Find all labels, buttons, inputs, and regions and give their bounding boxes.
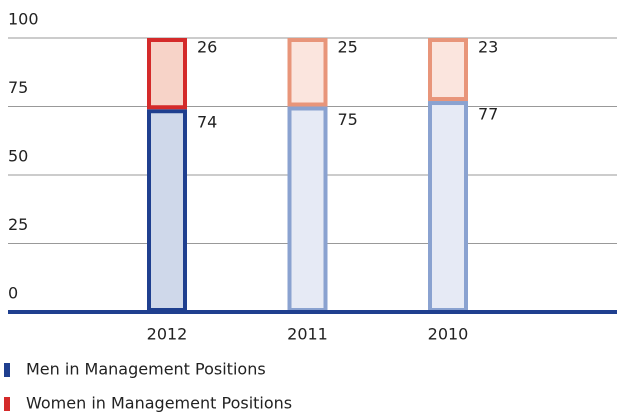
value-label: 23: [478, 38, 498, 57]
value-label: 74: [197, 113, 217, 132]
y-tick-label: 50: [8, 147, 28, 166]
legend-swatch: [4, 363, 10, 377]
y-tick-label: 100: [8, 10, 39, 29]
bar-segment: [147, 109, 187, 312]
value-label: 77: [478, 105, 498, 124]
bar-segment: [287, 38, 328, 107]
bar-segment: [147, 38, 187, 110]
legend-swatch: [4, 397, 10, 411]
bar-segment: [428, 38, 468, 102]
bar-segment: [428, 101, 468, 312]
value-label: 75: [338, 110, 358, 129]
value-label: 26: [197, 38, 217, 57]
x-tick-label: 2010: [428, 325, 469, 344]
y-tick-label: 0: [8, 284, 18, 303]
x-tick-label: 2011: [287, 325, 328, 344]
bar-segment: [287, 106, 328, 312]
y-tick-label: 25: [8, 215, 28, 234]
x-tick-label: 2012: [147, 325, 188, 344]
value-label: 25: [338, 38, 358, 57]
legend-label: Men in Management Positions: [26, 360, 266, 379]
y-tick-label: 75: [8, 78, 28, 97]
legend-label: Women in Management Positions: [26, 394, 292, 412]
